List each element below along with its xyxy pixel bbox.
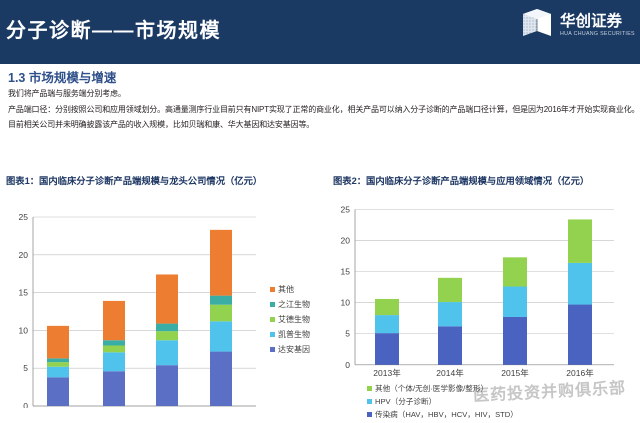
svg-text:5: 5 [345, 329, 350, 339]
svg-text:凯普生物: 凯普生物 [278, 329, 310, 339]
svg-text:5: 5 [23, 363, 28, 373]
svg-text:0: 0 [23, 401, 28, 408]
svg-text:25: 25 [341, 205, 351, 215]
svg-text:之江生物: 之江生物 [278, 299, 310, 309]
svg-text:2015年: 2015年 [501, 368, 529, 378]
svg-text:15: 15 [19, 288, 29, 298]
svg-text:10: 10 [341, 298, 351, 308]
svg-text:0: 0 [345, 360, 350, 370]
svg-text:艾德生物: 艾德生物 [278, 314, 310, 324]
svg-text:15: 15 [341, 267, 351, 277]
svg-text:传染病（HAV，HBV，HCV，HIV，STD）: 传染病（HAV，HBV，HCV，HIV，STD） [375, 409, 518, 419]
svg-text:10: 10 [19, 325, 29, 335]
svg-text:25: 25 [19, 212, 29, 222]
svg-text:华创证券: 华创证券 [560, 11, 623, 30]
svg-text:HUA CHUANG SECURITIES: HUA CHUANG SECURITIES [560, 31, 635, 37]
svg-text:2014年: 2014年 [436, 368, 464, 378]
svg-text:HPV（分子诊断）: HPV（分子诊断） [375, 396, 436, 406]
svg-text:其他（个体/无创·医学影像/整形）: 其他（个体/无创·医学影像/整形） [375, 383, 488, 393]
svg-text:其他: 其他 [278, 284, 294, 294]
svg-text:2013年: 2013年 [373, 368, 401, 378]
svg-text:20: 20 [341, 236, 351, 246]
svg-text:达安基因: 达安基因 [278, 344, 310, 354]
svg-text:20: 20 [19, 250, 29, 260]
svg-text:2016年: 2016年 [566, 368, 594, 378]
